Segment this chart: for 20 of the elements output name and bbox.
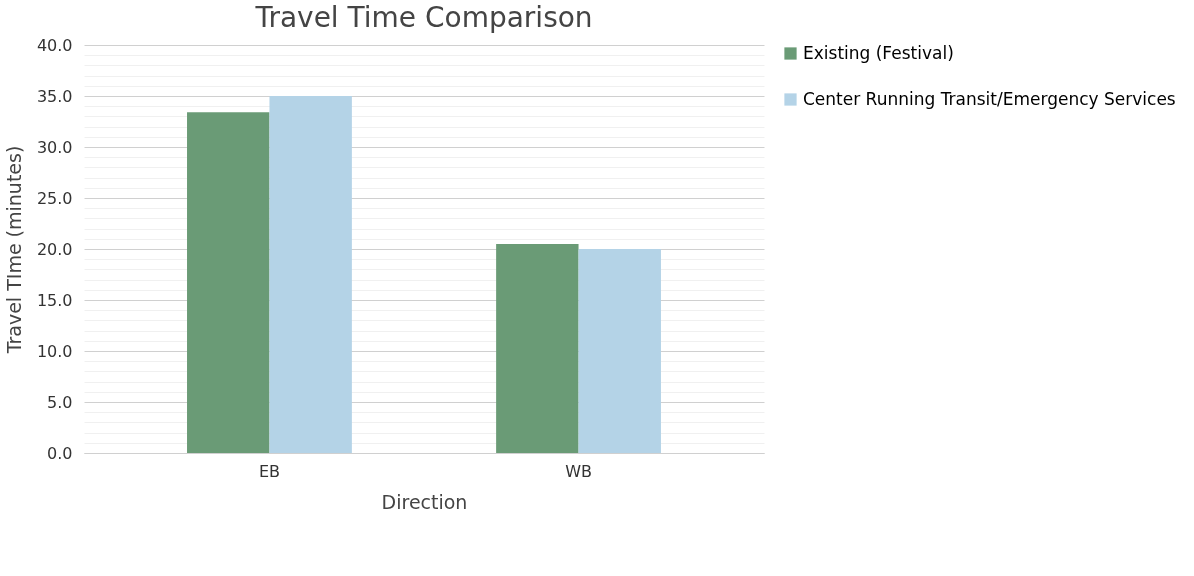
y-tick-label: 30.0 <box>36 137 73 157</box>
x-tick-label: WB <box>565 461 592 481</box>
x-tick-label: EB <box>258 461 280 481</box>
y-tick-label: 20.0 <box>36 239 73 259</box>
chart-title: Travel Time Comparison <box>254 1 593 34</box>
bar <box>578 249 661 453</box>
x-axis-title: Direction <box>381 490 468 513</box>
y-tick-label: 35.0 <box>36 86 73 106</box>
y-tick-label: 10.0 <box>36 341 73 361</box>
legend-label: Existing (Festival) <box>803 42 954 63</box>
y-tick-label: 5.0 <box>47 392 73 412</box>
y-tick-label: 15.0 <box>36 290 73 310</box>
bar <box>496 243 579 453</box>
bar <box>269 96 352 453</box>
y-axis-title: Travel TIme (minutes) <box>2 145 25 355</box>
legend-label: Center Running Transit/Emergency Services <box>803 88 1176 109</box>
y-tick-label: 40.0 <box>36 35 73 55</box>
bar <box>187 112 270 453</box>
y-tick-label: 25.0 <box>36 188 73 208</box>
y-tick-label: 0.0 <box>47 443 73 463</box>
